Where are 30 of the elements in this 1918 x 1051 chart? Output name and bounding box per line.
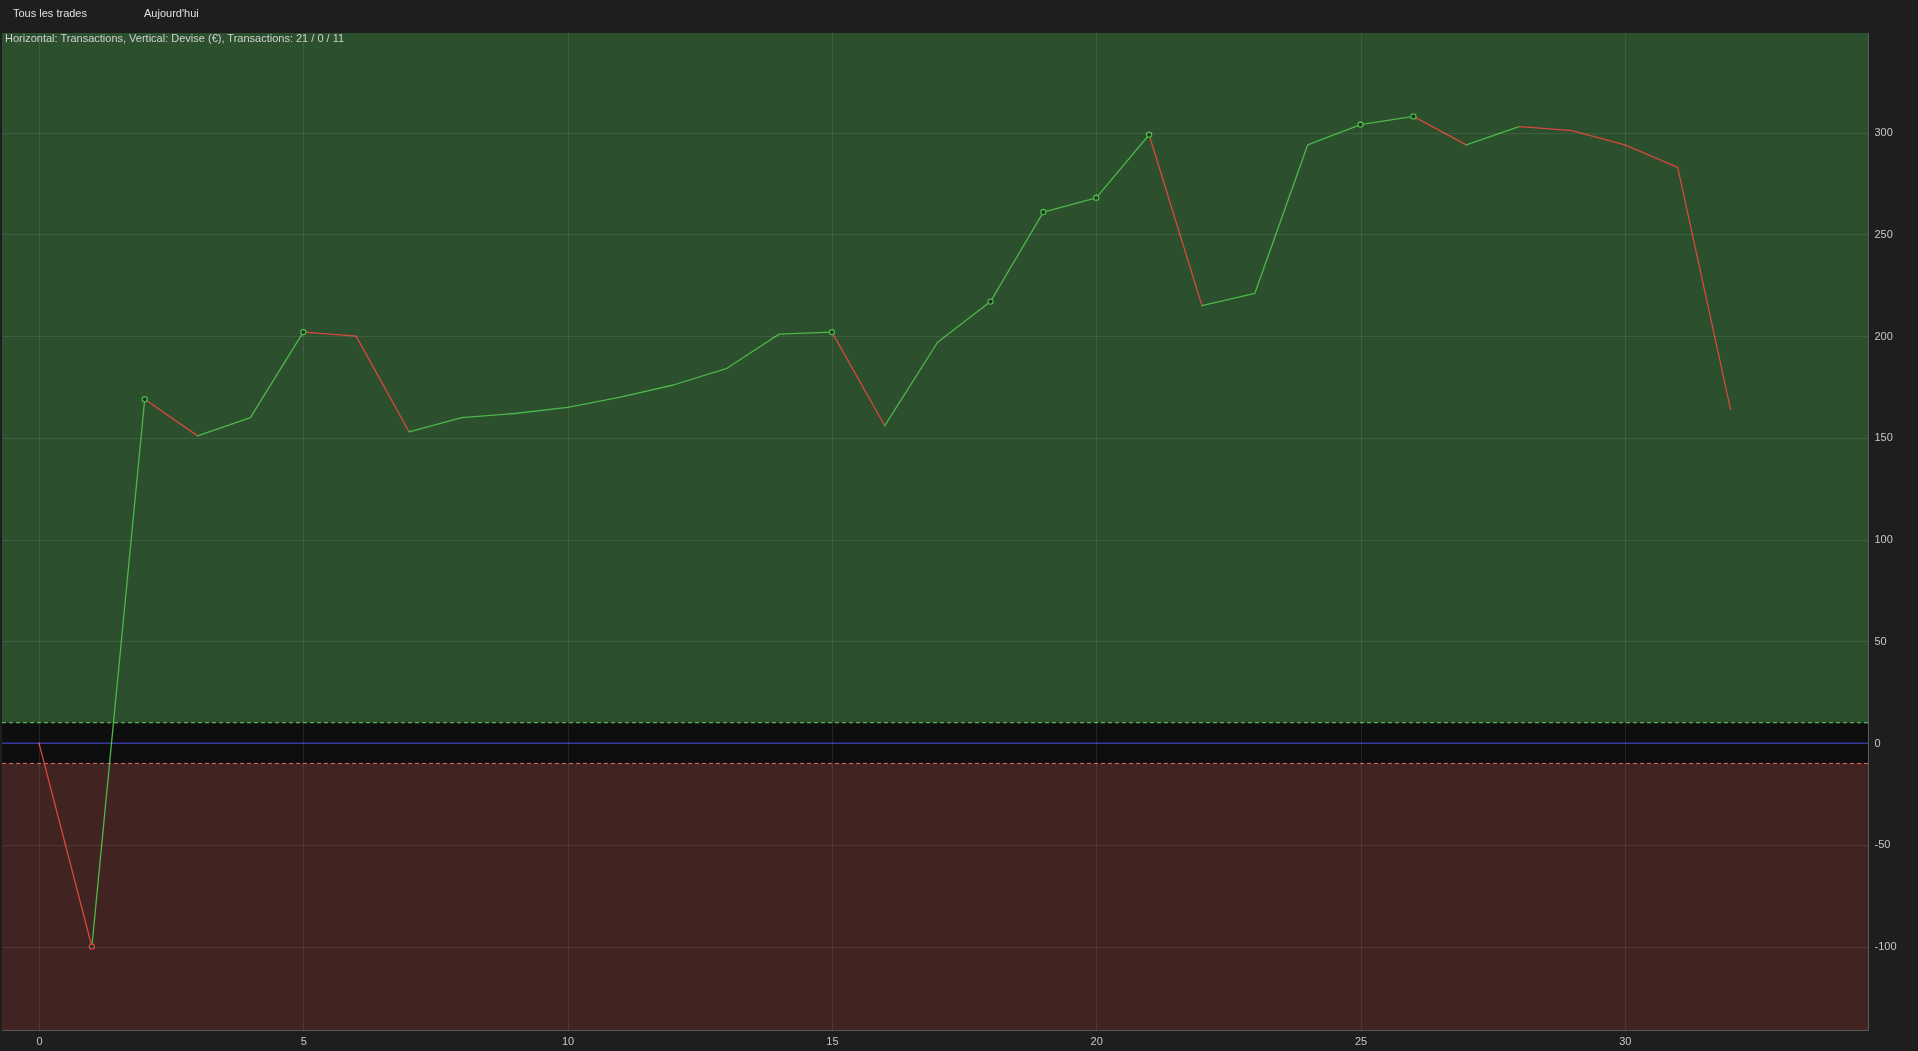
- y-tick-label: 250: [1874, 227, 1893, 240]
- y-tick-label: -100: [1874, 940, 1897, 953]
- y-tick-label: 150: [1874, 431, 1893, 444]
- point: [141, 396, 148, 403]
- text: Tous les trades: [13, 7, 88, 19]
- x-tick-label: 30: [1619, 1034, 1632, 1047]
- line-series: [1518, 125, 1732, 411]
- x-tick-label: 10: [561, 1034, 575, 1047]
- x-tick-label: 25: [1354, 1034, 1368, 1047]
- x-tick-label: 20: [1090, 1034, 1103, 1047]
- chart-title: Horizontal: Transactions, Vertical: Devise (€), Transactions: 21 / 0 / 11: [5, 32, 345, 44]
- y-tick-label: -50: [1874, 838, 1891, 851]
- point: [1410, 113, 1417, 120]
- y-tick-label: 50: [1874, 634, 1887, 647]
- text: Aujourd'hui: [144, 7, 199, 19]
- point: [1040, 208, 1047, 216]
- x-tick-label: 15: [826, 1034, 839, 1047]
- point: [88, 943, 96, 950]
- point: [1145, 131, 1153, 138]
- y-tick-label: 300: [1874, 126, 1893, 139]
- y-tick-label: 100: [1874, 533, 1893, 546]
- point: [1093, 194, 1100, 202]
- y-tick-label: 0: [1874, 736, 1881, 749]
- point: [1357, 121, 1364, 128]
- x-tick-label: 5: [300, 1034, 307, 1047]
- point: [300, 328, 307, 336]
- x-tick-label: 0: [36, 1034, 43, 1047]
- y-tick-label: 200: [1874, 329, 1893, 342]
- point: [987, 298, 994, 305]
- point: [828, 328, 836, 336]
